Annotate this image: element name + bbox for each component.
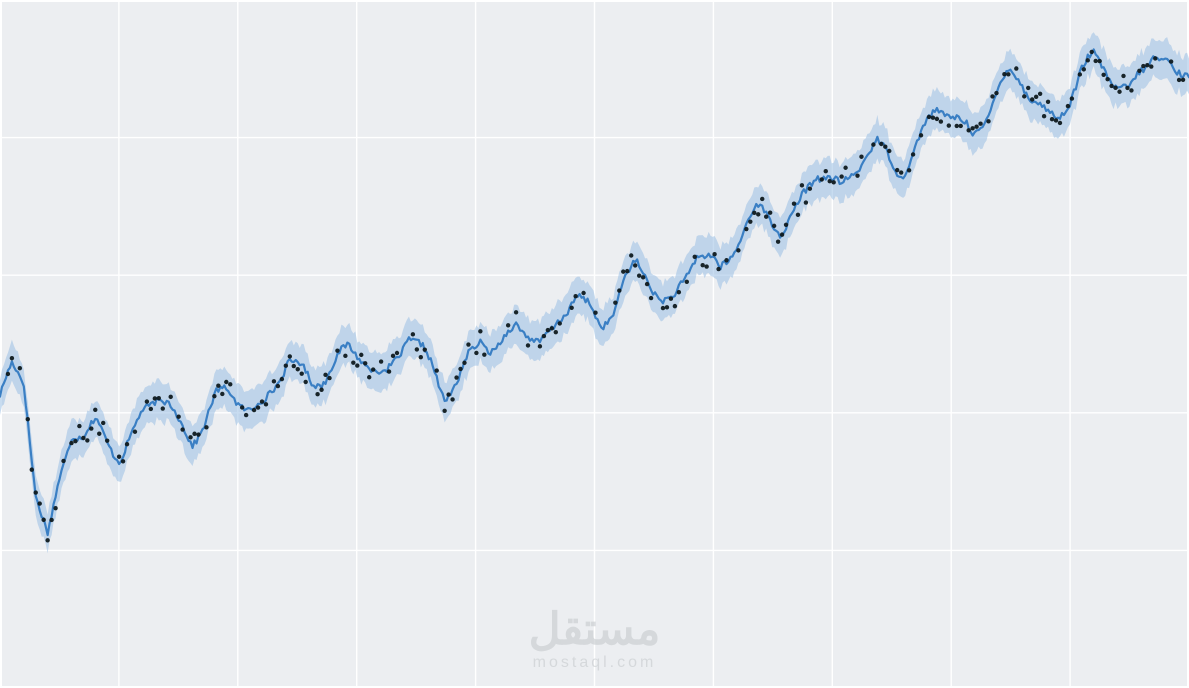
forecast-chart (0, 0, 1189, 688)
chart-container: مستقل mostaql.com (0, 0, 1189, 688)
